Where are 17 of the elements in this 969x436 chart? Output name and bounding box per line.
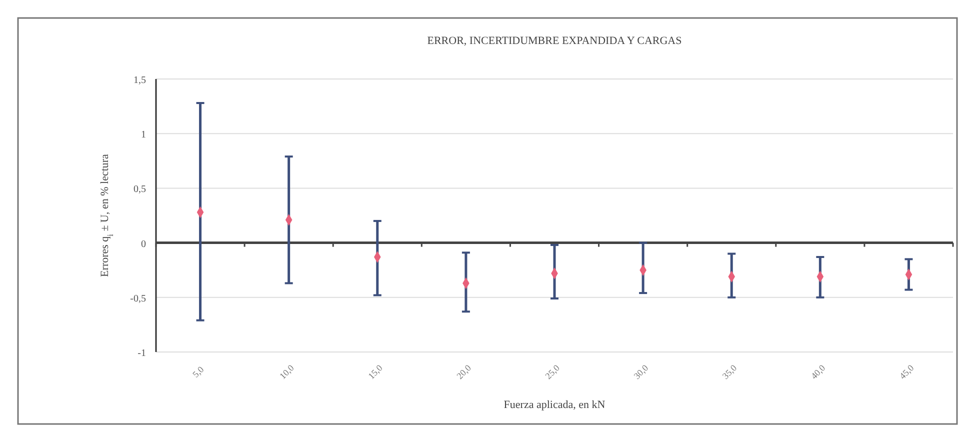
x-tick-label: 45,0 bbox=[897, 362, 916, 381]
x-tick-label: 10,0 bbox=[278, 362, 296, 381]
y-tick-label: -1 bbox=[138, 348, 146, 359]
x-tick-label: 20,0 bbox=[454, 362, 474, 381]
y-tick-label: 1,5 bbox=[134, 75, 146, 86]
y-tick-label: 0 bbox=[141, 238, 146, 250]
y-tick-label: 0,5 bbox=[134, 184, 146, 196]
x-tick-label: 35,0 bbox=[720, 362, 739, 381]
x-tick-label: 15,0 bbox=[366, 362, 385, 381]
x-axis-title: Fuerza aplicada, en kN bbox=[504, 399, 606, 411]
x-tick-label: 5,0 bbox=[190, 364, 206, 380]
x-tick-label: 30,0 bbox=[632, 362, 650, 381]
x-tick-label: 25,0 bbox=[543, 362, 562, 381]
chart-title: ERROR, INCERTIDUMBRE EXPANDIDA Y CARGAS bbox=[427, 35, 682, 47]
y-tick-label: -0,5 bbox=[130, 293, 146, 304]
x-tick-label: 40,0 bbox=[808, 362, 828, 381]
y-tick-label: 1 bbox=[141, 130, 146, 141]
